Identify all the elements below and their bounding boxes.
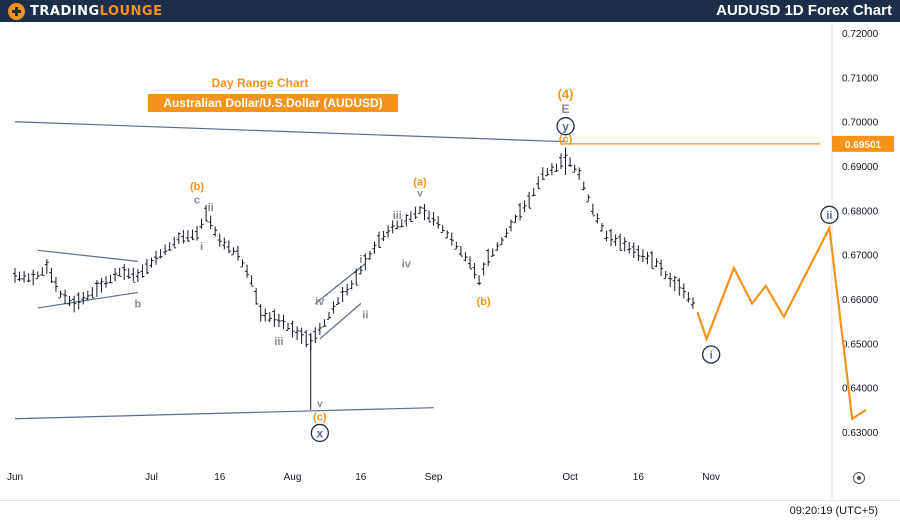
wave-label-circle <box>820 205 839 224</box>
wave-label: (4) <box>558 86 574 101</box>
wave-label: (c) <box>559 134 573 146</box>
brand-prefix: TRADING <box>30 3 100 19</box>
wave-label-circle <box>702 345 721 364</box>
wave-label: ii <box>826 210 832 222</box>
wave-label: ii <box>208 202 214 214</box>
top-bar: TRADINGLOUNGE AUDUSD 1D Forex Chart <box>0 0 900 22</box>
y-tick-label: 0.69000 <box>842 162 879 173</box>
y-tick-label: 0.71000 <box>842 73 879 84</box>
y-tick-label: 0.67000 <box>842 251 879 262</box>
settings-icon[interactable] <box>853 472 865 484</box>
wave-label: iv <box>315 296 325 308</box>
x-tick-label: Aug <box>284 472 302 483</box>
wave-label-circle <box>556 117 575 136</box>
wave-label: b <box>134 298 141 310</box>
wave-label: iv <box>402 259 412 271</box>
wave-label: i <box>200 241 203 253</box>
wave-label: i <box>710 349 713 361</box>
x-tick-label: 16 <box>214 472 226 483</box>
wave-label: v <box>317 399 323 410</box>
price-chart[interactable]: 0.72000 0.71000 0.70000 0.69000 0.68000 0.670… <box>0 22 900 500</box>
x-tick-label: Oct <box>562 472 578 483</box>
y-tick-label: 0.72000 <box>842 29 879 40</box>
upper-trendline <box>14 121 566 143</box>
current-price-label: 0.69501 <box>845 140 882 151</box>
wave-label-circle <box>310 423 330 443</box>
wave-label: E <box>562 102 570 116</box>
chart-title: Day Range Chart <box>212 76 309 90</box>
y-tick-label: 0.63000 <box>842 428 879 439</box>
wave-label: iii <box>393 210 402 222</box>
y-tick-label: 0.68000 <box>842 206 879 217</box>
brand-name: TRADINGLOUNGE <box>30 4 162 19</box>
wave-label: x <box>317 426 324 440</box>
y-tick-label: 0.66000 <box>842 295 879 306</box>
x-tick-label: Jun <box>7 472 23 483</box>
brand-suffix: LOUNGE <box>99 3 163 19</box>
x-tick-label: 16 <box>355 472 367 483</box>
x-tick-label: Nov <box>702 472 720 483</box>
current-price-badge <box>832 135 894 152</box>
wave-label: (c) <box>313 411 327 423</box>
chart-subtitle: Australian Dollar/U.S.Dollar (AUDUSD) <box>163 96 382 110</box>
wave-label: i <box>359 254 362 266</box>
wave-label: c <box>194 194 200 206</box>
wave-label: ii <box>362 310 368 322</box>
wave-label: (a) <box>413 177 427 189</box>
wave-label: (b) <box>477 296 491 308</box>
lower-trendline <box>14 407 434 420</box>
projection-path <box>696 224 867 421</box>
y-tick-label: 0.65000 <box>842 339 879 350</box>
clock-readout: 09:20:19 (UTC+5) <box>789 505 878 517</box>
channel-upper-line <box>314 263 366 304</box>
y-tick-label: 0.64000 <box>842 384 879 395</box>
x-tick-label: 16 <box>633 472 645 483</box>
channel-lower-line <box>319 303 362 340</box>
brand-logo[interactable]: TRADINGLOUNGE <box>8 2 162 20</box>
x-tick-label: Jul <box>145 472 158 483</box>
wave-label: iii <box>274 336 283 348</box>
x-tick-label: Sep <box>425 472 443 483</box>
wave-label: v <box>417 188 423 199</box>
page-title: AUDUSD 1D Forex Chart <box>716 2 892 19</box>
wave-label: (b) <box>190 181 204 193</box>
y-tick-label: 0.70000 <box>842 118 879 129</box>
wave-label: y <box>562 119 569 133</box>
chart-subtitle-bg <box>148 94 398 112</box>
triangle-upper-line <box>37 249 138 262</box>
brand-logo-icon <box>8 2 25 20</box>
status-bar: 09:20:19 (UTC+5) <box>0 500 900 522</box>
